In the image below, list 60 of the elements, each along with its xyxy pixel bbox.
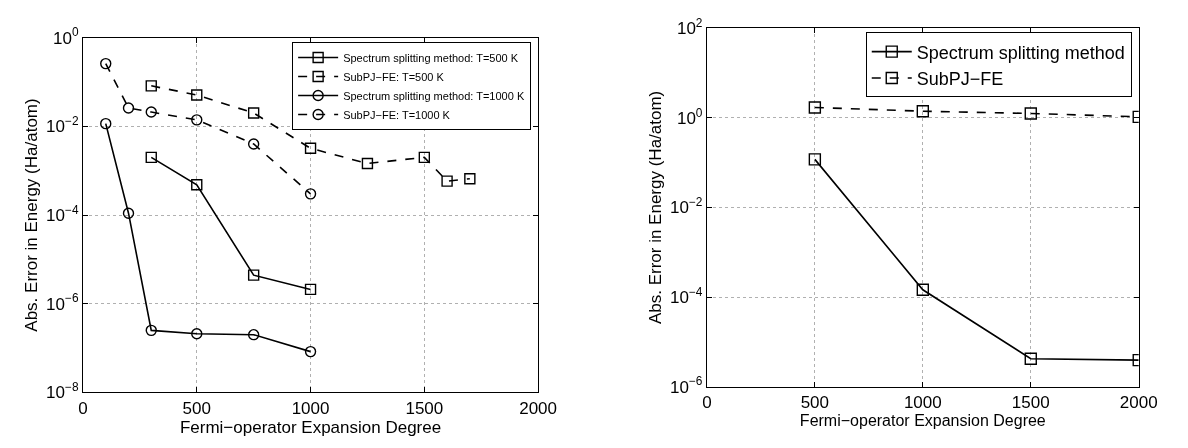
- legend-label: Spectrum splitting method: T=1000 K: [343, 89, 525, 102]
- point: [191, 328, 203, 340]
- y-axis-title: Abs. Error in Energy (Ha/atom): [645, 90, 665, 325]
- point: [191, 89, 203, 101]
- point: [247, 138, 260, 150]
- x-axis-title: Fermi−operator Expansion Degree: [799, 412, 1046, 430]
- point: [145, 324, 157, 337]
- point: [247, 328, 260, 341]
- y-tick-label: 10$^{−4}$: [670, 284, 703, 307]
- x-tick-label: 500: [182, 398, 211, 418]
- legend-label: Spectrum splitting method: T=500 K: [343, 51, 519, 64]
- point: [191, 179, 203, 191]
- point: [808, 153, 822, 166]
- y-tick-label: 10$^{0}$: [676, 105, 703, 128]
- point: [100, 57, 112, 70]
- y-tick-label: 10$^{0}$: [53, 25, 79, 48]
- x-tick-label: 1500: [405, 398, 444, 418]
- point: [361, 157, 374, 170]
- point: [916, 283, 930, 296]
- x-axis-title: Fermi−operator Expansion Degree: [179, 417, 442, 437]
- y-tick-label: 10$^{−2}$: [670, 195, 703, 218]
- x-tick-label: 1000: [903, 393, 942, 413]
- point: [464, 172, 476, 185]
- x-tick-label: 0: [702, 393, 712, 413]
- point: [808, 101, 822, 114]
- legend-label: SubPJ−FE: T=1000 K: [343, 108, 451, 121]
- point: [418, 151, 431, 164]
- x-tick-label: 2000: [1119, 393, 1158, 413]
- x-tick-label: 1000: [291, 398, 330, 418]
- y-tick-label: 10$^{−2}$: [46, 114, 79, 137]
- point: [122, 207, 135, 219]
- y-tick-label: 10$^{−6}$: [46, 291, 79, 314]
- point: [304, 188, 317, 200]
- legend-label: SubPJ−FE: T=500 K: [343, 70, 445, 83]
- point: [247, 269, 260, 281]
- y-tick-label: 10$^{−4}$: [46, 202, 79, 225]
- y-tick-label: 10$^{2}$: [676, 15, 703, 39]
- point: [1024, 352, 1037, 365]
- point: [304, 142, 317, 154]
- legend-label: Spectrum splitting method: [916, 42, 1125, 63]
- point: [247, 107, 260, 119]
- point: [145, 151, 157, 164]
- x-tick-label: 2000: [519, 398, 558, 418]
- point: [1024, 107, 1037, 120]
- point: [145, 80, 157, 92]
- point: [100, 117, 112, 130]
- point: [441, 175, 453, 187]
- y-axis-title: Abs. Error in Energy (Ha/atom): [21, 98, 41, 332]
- y-tick-label: 10$^{−6}$: [670, 374, 703, 397]
- point: [304, 345, 317, 358]
- point: [145, 106, 157, 118]
- point: [916, 105, 930, 118]
- x-tick-label: 1500: [1011, 393, 1050, 413]
- y-tick-label: 10$^{−8}$: [46, 380, 79, 403]
- point: [191, 114, 203, 126]
- point: [304, 283, 317, 296]
- point: [122, 102, 135, 114]
- x-tick-label: 0: [78, 398, 88, 418]
- x-tick-label: 500: [800, 393, 830, 413]
- legend-label: SubPJ−FE: [916, 69, 1004, 90]
